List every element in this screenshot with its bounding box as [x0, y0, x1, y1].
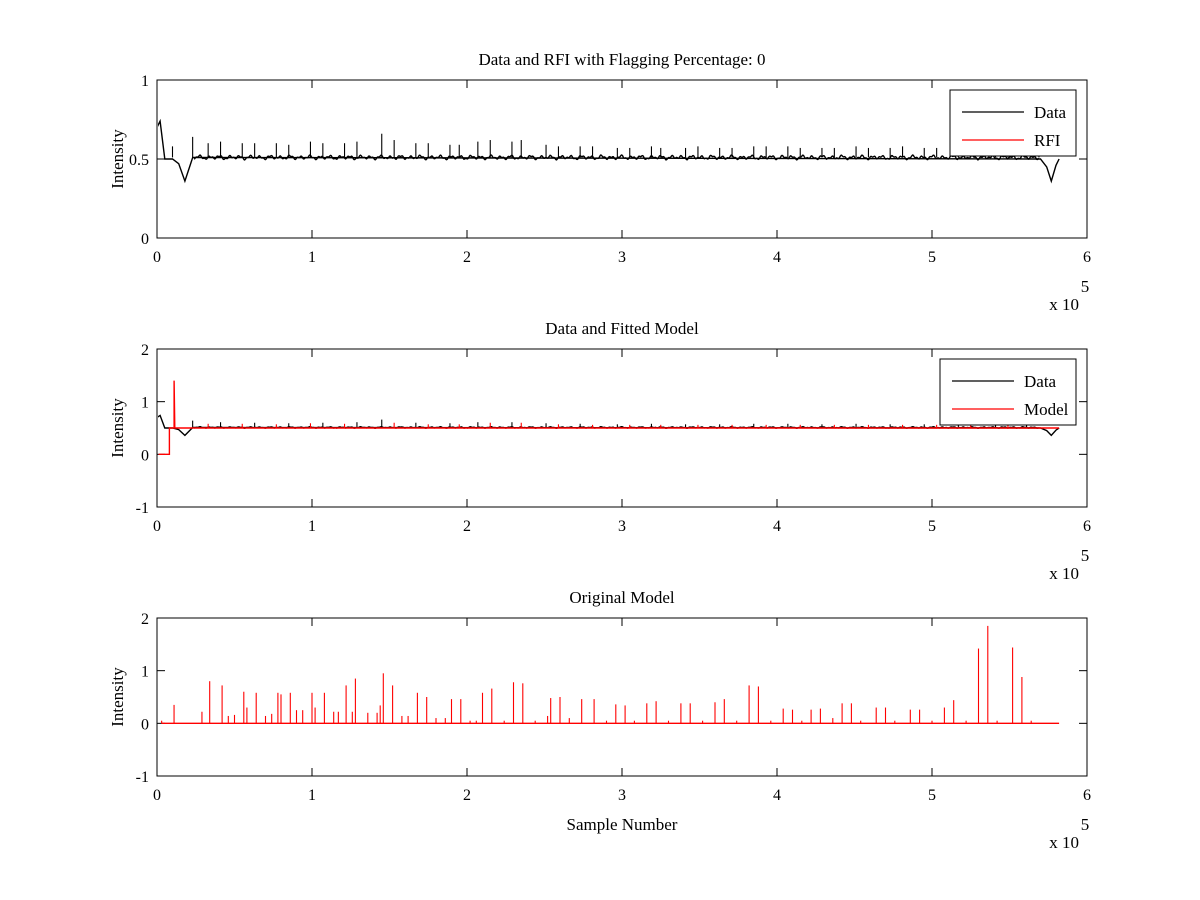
x-tick-label: 5 [928, 518, 936, 535]
x-tick-label: 6 [1083, 249, 1091, 266]
chart-title: Data and Fitted Model [545, 319, 699, 338]
y-tick-label: 1 [141, 73, 149, 90]
panels: 0 1 2 3 4 5 6 0 0.5 1 Data and RFI with Flagging P… [108, 50, 1091, 852]
y-axis-label: Intensity [108, 129, 127, 189]
y-tick-label: 0 [141, 231, 149, 248]
x-tick-label: 0 [153, 787, 161, 804]
x-axis-label: Sample Number [567, 815, 678, 834]
y-tick-label: -1 [136, 500, 149, 517]
series-noise-data [193, 154, 1040, 161]
y-tick-label: 1 [141, 395, 149, 412]
y-tick-label: -1 [136, 769, 149, 786]
x-axis-multiplier: x 10 [1049, 833, 1079, 852]
y-tick-label: 1 [141, 664, 149, 681]
x-tick-label: 2 [463, 518, 471, 535]
series-model-group [161, 625, 1060, 724]
legend-box [939, 358, 1077, 426]
x-tick-label: 6 [1083, 518, 1091, 535]
x-tick-label: 3 [618, 787, 626, 804]
legend-label-data: Data [1034, 103, 1067, 122]
legend-label-data: Data [1024, 372, 1057, 391]
legend-box [949, 89, 1077, 157]
series-line-data [158, 414, 1060, 437]
y-tick-label: 2 [141, 611, 149, 628]
x-axis-multiplier-exponent: 5 [1081, 277, 1090, 296]
series-line-data [158, 118, 1060, 184]
plot-area [161, 625, 1060, 724]
x-tick-label: 5 [928, 249, 936, 266]
plot-area [158, 380, 1060, 455]
chart-title: Data and RFI with Flagging Percentage: 0 [478, 50, 765, 69]
x-tick-label: 2 [463, 787, 471, 804]
x-tick-label: 5 [928, 787, 936, 804]
x-tick-label: 4 [773, 249, 781, 266]
panel-1: 0 1 2 3 4 5 6 0 0.5 1 Data and RFI with Flagging P… [108, 50, 1091, 314]
legend-label-model: Model [1024, 400, 1069, 419]
x-tick-label: 0 [153, 518, 161, 535]
x-axis-multiplier-exponent: 5 [1081, 546, 1090, 565]
y-axis-label: Intensity [108, 667, 127, 727]
x-axis-multiplier: x 10 [1049, 564, 1079, 583]
x-tick-label: 3 [618, 249, 626, 266]
series-data-group [158, 118, 1060, 184]
series-model-group [158, 380, 1060, 455]
x-tick-label: 4 [773, 518, 781, 535]
x-tick-label: 1 [308, 249, 316, 266]
series-line-model [158, 380, 1060, 455]
x-tick-label: 3 [618, 518, 626, 535]
x-axis-multiplier: x 10 [1049, 295, 1079, 314]
x-tick-label: 1 [308, 787, 316, 804]
x-tick-label: 2 [463, 249, 471, 266]
axes-box [156, 617, 1088, 777]
y-axis-label: Intensity [108, 398, 127, 458]
legend-label-rfi: RFI [1034, 131, 1061, 150]
x-tick-label: 1 [308, 518, 316, 535]
x-tick-label: 6 [1083, 787, 1091, 804]
plot-area [158, 118, 1060, 184]
y-tick-label: 0.5 [129, 152, 149, 169]
x-tick-label: 0 [153, 249, 161, 266]
y-tick-label: 0 [141, 716, 149, 733]
x-axis-multiplier-exponent: 5 [1081, 815, 1090, 834]
x-tick-label: 4 [773, 787, 781, 804]
y-tick-label: 0 [141, 447, 149, 464]
chart-title: Original Model [569, 588, 675, 607]
legend: Data Model [939, 358, 1077, 426]
legend: Data RFI [949, 89, 1077, 157]
y-tick-label: 2 [141, 342, 149, 359]
